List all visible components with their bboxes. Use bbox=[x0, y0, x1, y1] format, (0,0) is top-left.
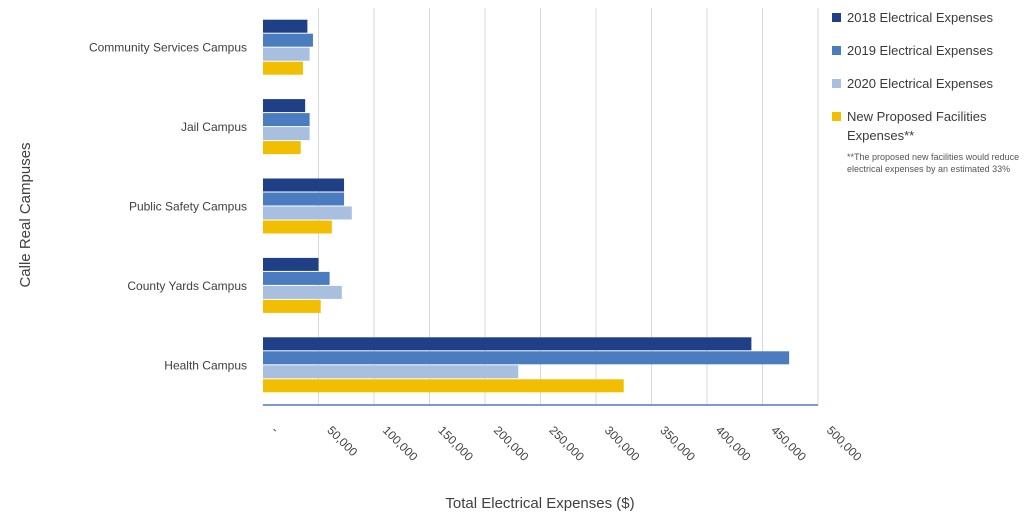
bars bbox=[263, 20, 789, 393]
x-tick-label: 450,000 bbox=[768, 423, 809, 464]
x-tick-label: 50,000 bbox=[324, 423, 360, 459]
legend-item: 2018 Electrical Expenses bbox=[832, 8, 1022, 27]
bar bbox=[263, 193, 344, 206]
x-axis: - 50,000 100,000 150,000 200,000 250,000 300,0… bbox=[263, 405, 865, 464]
bar bbox=[263, 179, 344, 192]
bar bbox=[263, 286, 342, 299]
y-tick-label: Community Services Campus bbox=[89, 41, 247, 55]
legend-item: 2020 Electrical Expenses bbox=[832, 74, 1022, 93]
bar bbox=[263, 113, 310, 126]
x-axis-title: Total Electrical Expenses ($) bbox=[445, 495, 634, 512]
x-tick-label: - bbox=[269, 423, 282, 436]
bar bbox=[263, 379, 624, 392]
legend-item: New Proposed Facilities Expenses** bbox=[832, 107, 1022, 145]
bar bbox=[263, 141, 301, 154]
bar bbox=[263, 221, 332, 234]
bar bbox=[263, 337, 751, 350]
bar bbox=[263, 300, 321, 313]
bar bbox=[263, 272, 330, 285]
x-tick-label: 200,000 bbox=[491, 423, 532, 464]
legend-swatch bbox=[832, 112, 841, 121]
bar bbox=[263, 127, 310, 140]
bar bbox=[263, 351, 789, 364]
y-tick-label: County Yards Campus bbox=[127, 279, 247, 293]
x-tick-label: 150,000 bbox=[435, 423, 476, 464]
legend-swatch bbox=[832, 79, 841, 88]
y-tick-label: Health Campus bbox=[164, 358, 247, 372]
x-tick-label: 400,000 bbox=[713, 423, 754, 464]
bar bbox=[263, 48, 310, 61]
y-axis: Community Services Campus Jail Campus Publ… bbox=[89, 41, 247, 373]
y-axis-title: Calle Real Campuses bbox=[17, 142, 34, 287]
legend-item: 2019 Electrical Expenses bbox=[832, 41, 1022, 60]
x-tick-label: 500,000 bbox=[824, 423, 865, 464]
bar bbox=[263, 365, 518, 378]
bar bbox=[263, 99, 305, 112]
legend-footnote: **The proposed new facilities would redu… bbox=[847, 151, 1022, 175]
y-tick-label: Public Safety Campus bbox=[129, 200, 247, 214]
legend: 2018 Electrical Expenses 2019 Electrical … bbox=[832, 8, 1022, 175]
y-tick-label: Jail Campus bbox=[181, 120, 247, 134]
legend-label: 2019 Electrical Expenses bbox=[847, 41, 993, 60]
x-tick-label: 300,000 bbox=[602, 423, 643, 464]
x-tick-label: 350,000 bbox=[657, 423, 698, 464]
bar bbox=[263, 34, 313, 47]
legend-label: 2020 Electrical Expenses bbox=[847, 74, 993, 93]
legend-label: 2018 Electrical Expenses bbox=[847, 8, 993, 27]
legend-label: New Proposed Facilities Expenses** bbox=[847, 107, 1022, 145]
x-tick-label: 100,000 bbox=[380, 423, 421, 464]
bar bbox=[263, 207, 352, 220]
bar bbox=[263, 20, 307, 33]
bar bbox=[263, 258, 319, 271]
legend-swatch bbox=[832, 46, 841, 55]
x-tick-label: 250,000 bbox=[546, 423, 587, 464]
bar bbox=[263, 62, 303, 75]
legend-swatch bbox=[832, 13, 841, 22]
